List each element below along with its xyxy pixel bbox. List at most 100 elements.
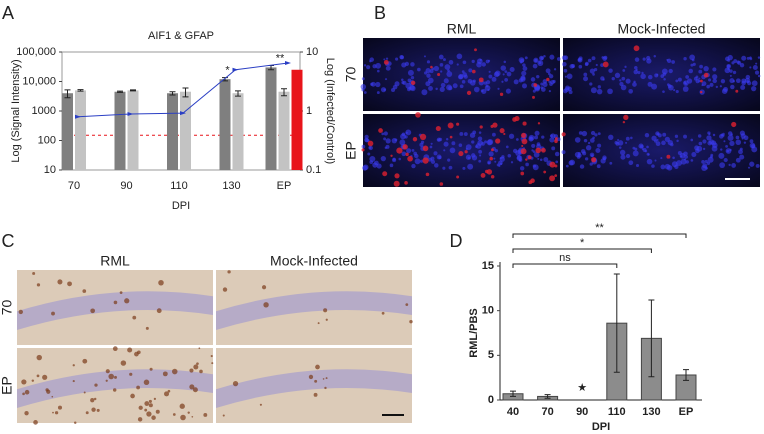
stain xyxy=(151,415,156,420)
stain xyxy=(21,379,27,385)
astrocyte xyxy=(520,148,527,155)
stain xyxy=(144,401,150,406)
nucleus xyxy=(447,158,451,162)
nucleus xyxy=(731,163,736,168)
nucleus xyxy=(743,135,749,141)
stain xyxy=(85,411,89,415)
nucleus xyxy=(444,64,451,70)
astrocyte xyxy=(546,77,550,82)
nucleus xyxy=(692,62,696,66)
nucleus xyxy=(407,69,414,76)
astrocyte xyxy=(382,171,388,177)
nucleus xyxy=(556,57,561,61)
nucleus xyxy=(684,155,689,159)
nucleus xyxy=(536,74,540,79)
nucleus xyxy=(723,158,728,163)
nucleus xyxy=(563,55,569,61)
stain xyxy=(191,415,194,418)
nucleus xyxy=(625,153,631,159)
nucleus xyxy=(521,83,528,89)
cell-layer xyxy=(216,291,412,330)
nucleus xyxy=(536,142,541,146)
astrocyte xyxy=(591,157,597,163)
astrocyte xyxy=(425,172,430,177)
nucleus xyxy=(603,55,608,60)
nucleus xyxy=(522,63,526,67)
nucleus xyxy=(363,64,367,67)
nucleus xyxy=(640,73,646,80)
row-label: 70 xyxy=(0,300,15,316)
nucleus xyxy=(683,134,687,139)
nucleus xyxy=(537,157,540,160)
nucleus xyxy=(706,161,711,166)
nucleus xyxy=(589,152,595,158)
stain xyxy=(137,350,141,355)
nucleus xyxy=(620,154,626,160)
error-bar xyxy=(648,299,655,378)
stain xyxy=(132,315,137,320)
nucleus xyxy=(641,71,644,75)
nucleus xyxy=(520,61,523,64)
y-tick-label: 10,000 xyxy=(22,75,56,87)
stain xyxy=(42,374,48,380)
missing-marker: ★ xyxy=(577,382,587,394)
nucleus xyxy=(435,87,438,91)
nucleus xyxy=(668,84,674,91)
nucleus xyxy=(410,85,416,92)
nucleus xyxy=(618,146,622,149)
error-bar xyxy=(64,89,71,99)
stain xyxy=(196,362,199,365)
stain xyxy=(144,408,148,412)
stain xyxy=(405,303,409,307)
nucleus xyxy=(439,86,445,92)
nucleus xyxy=(434,163,439,168)
bar xyxy=(265,67,277,170)
astrocyte xyxy=(407,155,413,162)
nucleus xyxy=(735,139,742,146)
astrocyte xyxy=(525,158,528,161)
stain xyxy=(146,411,152,417)
nucleus xyxy=(543,55,546,58)
nucleus xyxy=(438,137,443,142)
astrocyte xyxy=(703,72,709,78)
nucleus xyxy=(501,80,504,83)
nucleus xyxy=(619,81,624,87)
astrocyte xyxy=(404,181,408,185)
nucleus xyxy=(487,59,491,62)
significance: ** xyxy=(595,222,604,234)
bar xyxy=(232,93,244,170)
x-tick-label: EP xyxy=(679,406,694,418)
astrocyte xyxy=(367,140,374,147)
nucleus xyxy=(507,153,512,158)
astrocyte xyxy=(415,112,421,118)
nucleus xyxy=(567,86,572,92)
nucleus xyxy=(646,152,650,156)
nucleus xyxy=(471,59,475,64)
nucleus xyxy=(448,85,453,91)
nucleus xyxy=(521,70,527,76)
stain xyxy=(24,389,30,395)
stain xyxy=(192,387,198,393)
nucleus xyxy=(428,86,433,91)
nucleus xyxy=(456,53,463,60)
nucleus xyxy=(553,68,557,71)
nucleus xyxy=(654,159,657,162)
astrocyte xyxy=(422,145,429,152)
astrocyte xyxy=(393,180,400,187)
line-marker xyxy=(75,114,81,119)
nucleus xyxy=(467,163,474,170)
nucleus xyxy=(729,140,735,146)
nucleus xyxy=(477,136,483,141)
error-bar xyxy=(77,89,84,92)
nucleus xyxy=(739,62,745,68)
nucleus xyxy=(442,166,446,170)
nucleus xyxy=(680,158,687,165)
nucleus xyxy=(385,138,391,144)
nucleus xyxy=(596,88,603,95)
nucleus xyxy=(755,163,760,168)
nucleus xyxy=(445,138,449,141)
nucleus xyxy=(565,164,569,168)
nucleus xyxy=(632,146,636,150)
nucleus xyxy=(721,88,728,94)
nucleus xyxy=(562,62,567,67)
